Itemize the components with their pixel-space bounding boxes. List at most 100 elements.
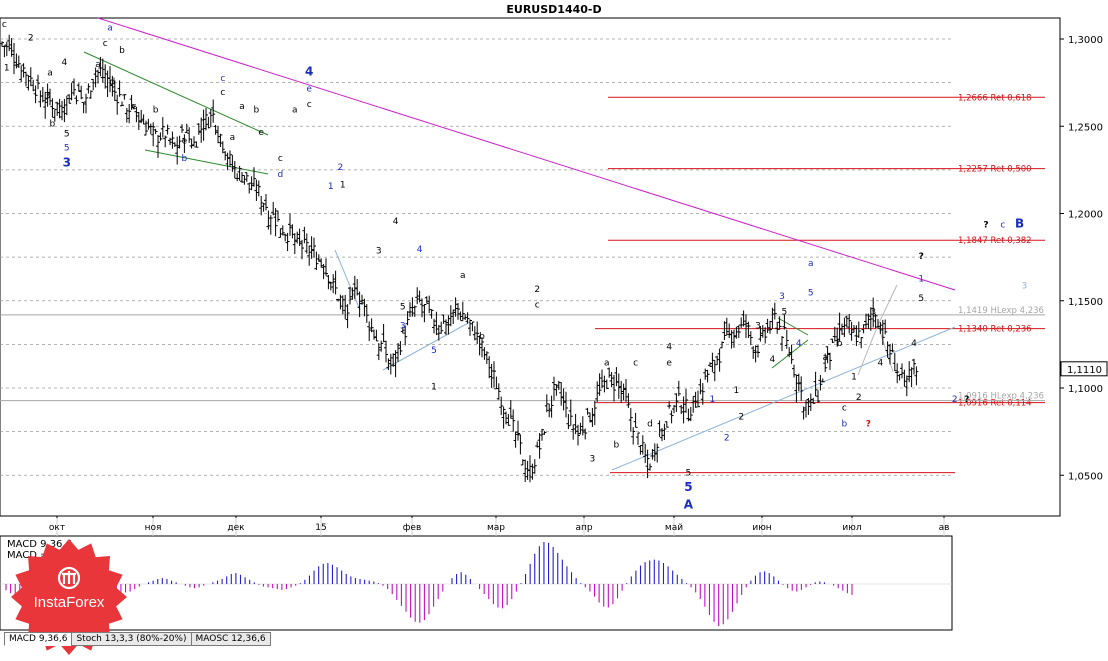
wave-label: 3 — [590, 454, 596, 464]
wave-label: e — [258, 128, 264, 138]
x-tick-label: дек — [227, 523, 245, 533]
y-axis: 1,3000 1,2500 1,2000 1,1500 1,1000 1,0500 1,11… — [1060, 35, 1108, 482]
wave-label: c — [278, 154, 283, 164]
wave-label: 1 — [340, 180, 346, 190]
wave-label: d — [278, 170, 284, 180]
wave-label: 2 — [534, 285, 540, 295]
wave-label: c — [535, 301, 540, 311]
wave-label: ? — [964, 395, 969, 405]
wave-label: c — [633, 358, 638, 368]
wave-label: a — [292, 105, 298, 115]
wave-label: a — [47, 69, 53, 79]
wave-label: 5 — [64, 144, 70, 154]
wave-label: c — [220, 74, 225, 84]
wave-label: ? — [983, 220, 988, 230]
wave-label: 1 — [734, 386, 740, 396]
wave-label: 4 — [393, 217, 399, 227]
wave-label: 4 — [417, 245, 423, 255]
wave-label: B — [1015, 216, 1024, 230]
wave-label: 5 — [686, 468, 692, 478]
wave-label: 4 — [305, 65, 313, 79]
wave-label: b — [837, 339, 843, 349]
wave-label: 1 — [328, 182, 334, 192]
x-tick-label: окт — [49, 523, 65, 533]
wave-label: b — [842, 419, 848, 429]
logo-text: InstaForex — [33, 594, 105, 611]
wave-label: b — [614, 440, 620, 450]
x-tick-label: апр — [575, 523, 592, 533]
wave-label: c — [132, 102, 137, 112]
wave-label: 2 — [952, 395, 958, 405]
fib-level-label: 1,2257 Ret 0,500 — [958, 165, 1032, 175]
wave-label: b — [254, 105, 260, 115]
wave-label: 3 — [779, 292, 785, 302]
wave-label: 3 — [63, 155, 71, 169]
wave-label: 2 — [738, 412, 744, 422]
macd-panel[interactable] — [0, 535, 953, 631]
wave-label: a — [239, 102, 245, 112]
wave-label: a — [460, 271, 466, 281]
wave-label: b — [479, 332, 485, 342]
wave-label: a — [95, 60, 101, 70]
wave-label: a — [107, 23, 113, 33]
wave-label: b — [153, 105, 159, 115]
wave-label: 1 — [431, 383, 437, 393]
grid-layer — [0, 38, 952, 476]
wave-label: 5 — [684, 480, 692, 494]
wave-label: a — [822, 353, 828, 363]
wave-label: 3 — [45, 91, 51, 101]
price-panel[interactable] — [0, 17, 1061, 517]
wave-label: 1 — [918, 275, 924, 285]
x-tick-label: мар — [487, 523, 505, 533]
level-lines: 1,2666 Ret 0,618 1,2257 Ret 0,500 1,1847 R… — [0, 93, 1045, 474]
wave-label: ? — [919, 252, 924, 262]
hlexp-level-label: 1,0916 HLexp 4,236 — [958, 392, 1044, 402]
wave-label: c — [1000, 220, 1005, 230]
triangle-lower-line — [144, 149, 269, 175]
indicator-tabs: MACD 9,36,6 Stoch 13,3,3 (80%-20%) MAOSC… — [4, 632, 271, 646]
x-tick-label: ав — [939, 523, 950, 533]
wave-label: d — [110, 77, 116, 87]
wave-label: c — [307, 100, 312, 110]
wave-label: 5 — [782, 308, 788, 318]
wave-label: 3 — [755, 322, 761, 332]
wave-label: a — [808, 259, 814, 269]
wave-label: c — [103, 39, 108, 49]
y-tick-label: 1,2000 — [1068, 210, 1103, 221]
wave-label: a — [230, 133, 236, 143]
x-axis: окт ноя дек 15 фев мар апр май июн июл ав — [49, 516, 950, 536]
chart-title: EURUSD1440-D — [506, 3, 601, 16]
wave-label: 2 — [856, 393, 862, 403]
wave-label: 4 — [911, 339, 917, 349]
wave-label: b — [119, 46, 125, 56]
tab-stoch[interactable]: Stoch 13,3,3 (80%-20%) — [71, 632, 192, 646]
wave-label: e — [666, 358, 672, 368]
wave-label: 5 — [431, 346, 437, 356]
x-tick-label: фев — [403, 523, 422, 533]
wave-label: a — [604, 358, 610, 368]
x-tick-label: ноя — [145, 523, 162, 533]
wave-label: c — [2, 20, 7, 30]
wave-label: 5 — [400, 302, 406, 312]
fib-level-label: 1,2666 Ret 0,618 — [958, 93, 1032, 103]
fib-level-label: 1,0916 Ret 0,114 — [958, 399, 1032, 409]
wave-label: 3 — [376, 247, 382, 257]
tab-maosc[interactable]: MAOSC 12,36,6 — [190, 632, 271, 646]
wave-label: 1 — [4, 63, 10, 73]
x-tick-label: май — [665, 523, 683, 533]
tab-macd[interactable]: MACD 9,36,6 — [4, 632, 73, 646]
wedge-line-1 — [777, 317, 809, 336]
hlexp-level-label: 1,1419 HLexp 4,236 — [958, 306, 1044, 316]
wave-label: 5 — [808, 289, 814, 299]
wave-label: 5 — [918, 294, 924, 304]
y-tick-label: 1,1000 — [1068, 384, 1103, 395]
channel-line — [611, 326, 956, 471]
current-price-label: 1,1110 — [1067, 365, 1102, 376]
wave-label: e — [182, 137, 188, 147]
x-tick-label: 15 — [315, 523, 326, 533]
current-price-box — [1060, 361, 1108, 377]
wave-label: 3 — [400, 322, 406, 332]
wave-label: 1 — [851, 372, 857, 382]
wave-label: c — [220, 88, 225, 98]
